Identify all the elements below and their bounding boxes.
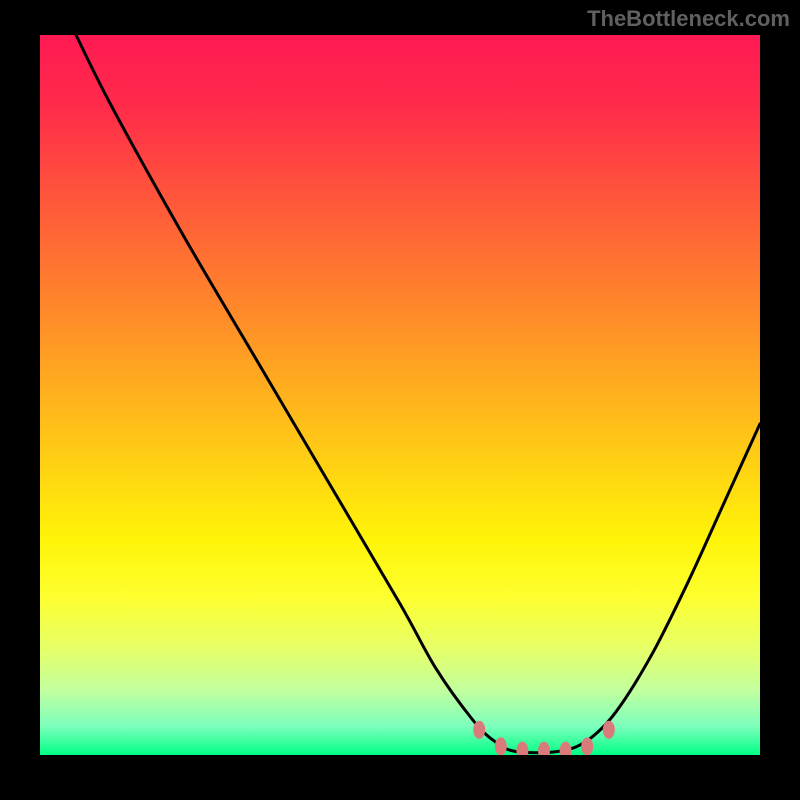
- optimal-range-marker: [581, 737, 593, 755]
- chart-container: TheBottleneck.com: [0, 0, 800, 800]
- gradient-background: [40, 35, 760, 755]
- optimal-range-marker: [473, 721, 485, 739]
- plot-area: [40, 35, 760, 755]
- chart-svg: [40, 35, 760, 755]
- optimal-range-marker: [495, 737, 507, 755]
- watermark-text: TheBottleneck.com: [587, 6, 790, 32]
- optimal-range-marker: [603, 721, 615, 739]
